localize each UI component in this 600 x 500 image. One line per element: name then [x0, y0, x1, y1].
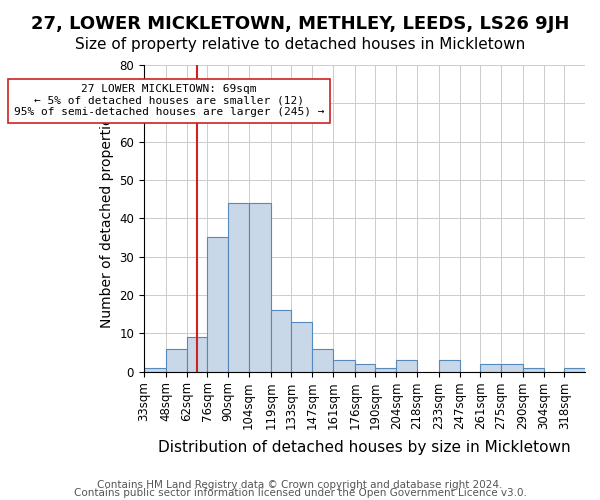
Bar [207, 238, 228, 372]
Bar [565, 368, 585, 372]
Text: Contains HM Land Registry data © Crown copyright and database right 2024.: Contains HM Land Registry data © Crown c… [97, 480, 503, 490]
Y-axis label: Number of detached properties: Number of detached properties [100, 109, 113, 328]
Bar [501, 364, 523, 372]
Bar [248, 203, 271, 372]
Bar [523, 368, 544, 372]
Bar [439, 360, 460, 372]
Text: Contains public sector information licensed under the Open Government Licence v3: Contains public sector information licen… [74, 488, 526, 498]
Bar [292, 322, 312, 372]
Bar [228, 203, 248, 372]
Text: 27, LOWER MICKLETOWN, METHLEY, LEEDS, LS26 9JH: 27, LOWER MICKLETOWN, METHLEY, LEEDS, LS… [31, 15, 569, 33]
Text: Size of property relative to detached houses in Mickletown: Size of property relative to detached ho… [75, 38, 525, 52]
Text: 27 LOWER MICKLETOWN: 69sqm
← 5% of detached houses are smaller (12)
95% of semi-: 27 LOWER MICKLETOWN: 69sqm ← 5% of detac… [14, 84, 324, 117]
Bar [271, 310, 292, 372]
Bar [376, 368, 396, 372]
Bar [187, 337, 207, 372]
Bar [396, 360, 417, 372]
Bar [480, 364, 501, 372]
Bar [144, 368, 166, 372]
Bar [166, 348, 187, 372]
Bar [332, 360, 355, 372]
Bar [355, 364, 376, 372]
Bar [312, 348, 332, 372]
X-axis label: Distribution of detached houses by size in Mickletown: Distribution of detached houses by size … [158, 440, 571, 455]
